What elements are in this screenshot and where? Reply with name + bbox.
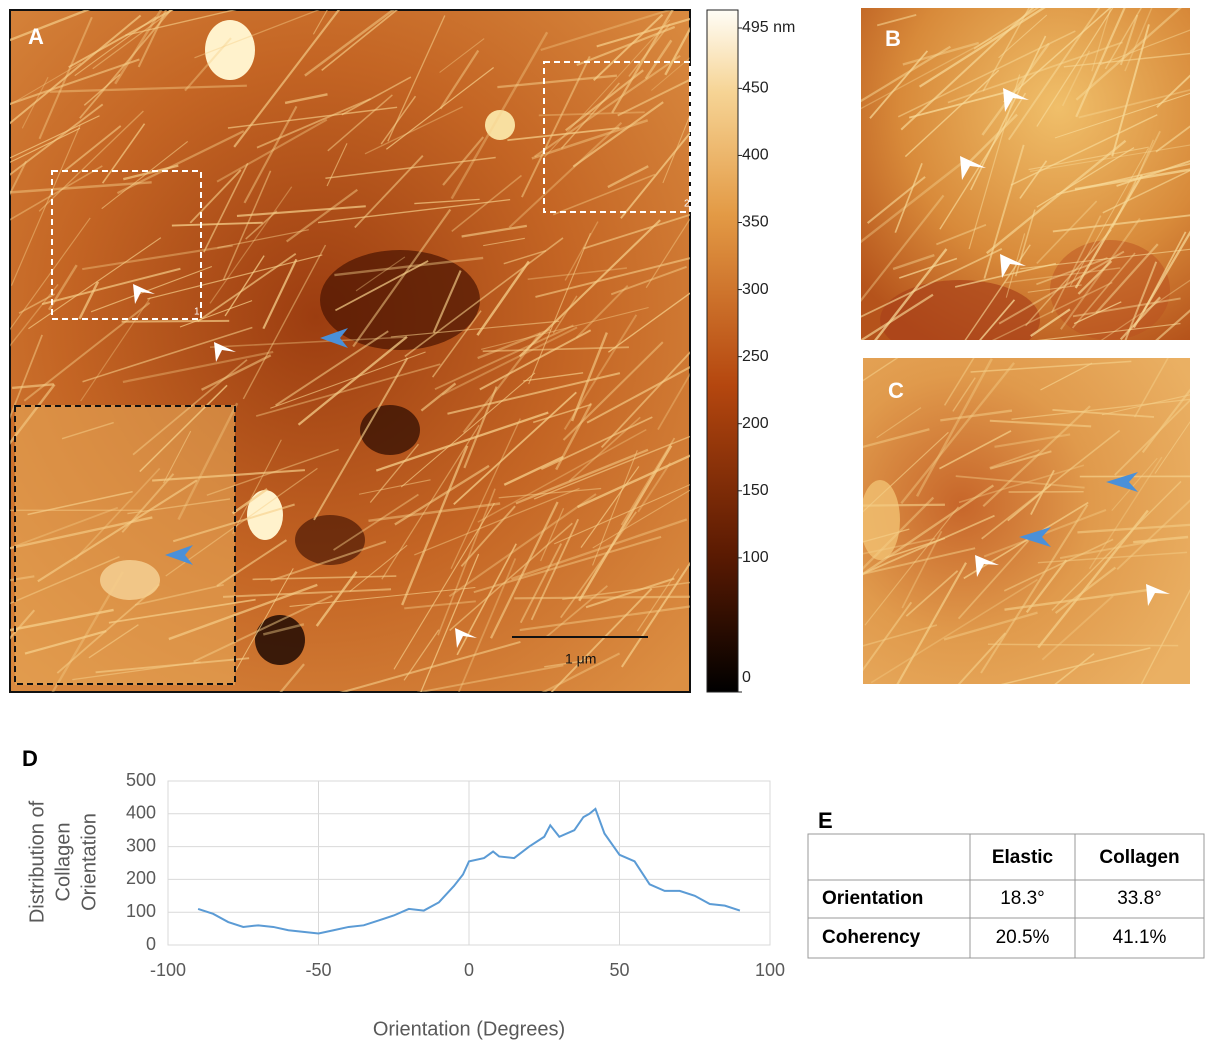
scale-bar-label: 1 μm: [565, 651, 596, 667]
y-tick-label: 200: [126, 868, 156, 888]
afm-image-c: C: [804, 301, 1206, 739]
y-tick-label: 500: [126, 770, 156, 790]
panel-label: B: [885, 26, 901, 51]
table-cell: 33.8°: [1117, 888, 1162, 909]
colorbar-tick-label: 450: [742, 80, 769, 97]
table-cell: 20.5%: [996, 927, 1050, 948]
colorbar-tick-label: 300: [742, 281, 769, 298]
colorbar: 495 nm 450 400 350 300 250 200 150 100 0: [707, 10, 795, 692]
table-row-header: Orientation: [822, 888, 923, 909]
x-axis-title: Orientation (Degrees): [373, 1018, 565, 1040]
figure: 1 2 1 μm A 495 nm45040035030025020015010…: [0, 0, 1206, 1048]
orientation-chart: D 0 100 200 300 400 500 -100 -50 0 50 100 Orientati…: [22, 746, 785, 1040]
svg-text:2: 2: [684, 199, 690, 210]
y-axis-title: Collagen: [52, 823, 74, 902]
x-tick-label: -50: [305, 960, 331, 980]
afm-image-a: 1 2 1 μm A: [0, 0, 765, 724]
table-header: Collagen: [1099, 847, 1179, 868]
colorbar-tick-label: 100: [742, 549, 769, 566]
fiber: [804, 505, 945, 507]
afm-image-b: B: [813, 0, 1206, 376]
panel-label: C: [888, 378, 904, 403]
x-tick-label: -100: [150, 960, 186, 980]
colorbar-tick-label: 150: [742, 482, 769, 499]
table-header: Elastic: [992, 847, 1054, 868]
results-table: E Elastic Collagen Orientation 18.3° 33.8° Co…: [808, 808, 1204, 958]
x-tick-label: 100: [755, 960, 785, 980]
y-tick-label: 0: [146, 934, 156, 954]
colorbar-tick-label: 200: [742, 415, 769, 432]
colorbar-tick-label: 250: [742, 348, 769, 365]
y-tick-label: 100: [126, 901, 156, 921]
x-tick-label: 0: [464, 960, 474, 980]
table-cell: 18.3°: [1000, 888, 1045, 909]
svg-text:1: 1: [194, 307, 200, 318]
fiber: [122, 321, 230, 322]
y-tick-label: 300: [126, 835, 156, 855]
y-axis-title: Distribution of: [26, 800, 48, 923]
colorbar-tick-label: 495 nm: [742, 19, 795, 36]
table-cell: 41.1%: [1113, 927, 1167, 948]
panel-label: A: [28, 24, 44, 49]
colorbar-tick-label: 350: [742, 214, 769, 231]
x-tick-label: 50: [609, 960, 629, 980]
y-tick-label: 400: [126, 803, 156, 823]
colorbar-tick-label: 0: [742, 669, 751, 686]
colorbar-tick-label: 400: [742, 147, 769, 164]
table-row-header: Coherency: [822, 927, 921, 948]
panel-label: E: [818, 808, 833, 833]
y-axis-title: Orientation: [78, 813, 100, 911]
panel-label: D: [22, 746, 38, 771]
